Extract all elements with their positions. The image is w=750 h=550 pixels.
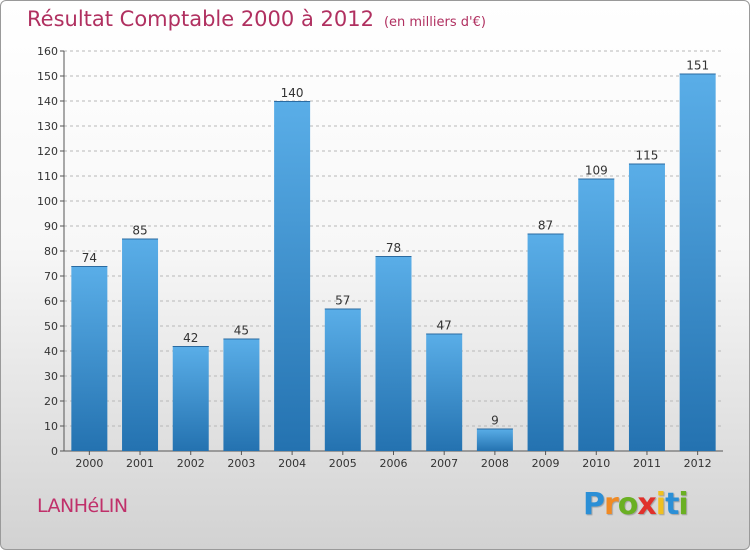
x-tick-label: 2007 <box>430 457 458 470</box>
x-tick-label: 2009 <box>532 457 560 470</box>
x-tick-label: 2001 <box>126 457 154 470</box>
logo-letter: P <box>583 487 605 522</box>
value-label: 151 <box>686 59 709 73</box>
y-tick-label: 60 <box>44 295 58 308</box>
value-label: 78 <box>386 241 401 255</box>
y-tick-label: 10 <box>44 420 58 433</box>
bar-2001 <box>122 238 159 451</box>
value-label: 47 <box>437 319 452 333</box>
bar-2010 <box>578 178 615 451</box>
chart-title: Résultat Comptable 2000 à 2012 (en millie… <box>27 7 486 31</box>
y-tick-label: 110 <box>37 170 58 183</box>
value-label: 45 <box>234 324 249 338</box>
bar-2000 <box>71 266 108 451</box>
x-tick-label: 2004 <box>278 457 306 470</box>
x-tick-label: 2000 <box>75 457 103 470</box>
chart-subtitle: (en milliers d'€) <box>383 15 486 30</box>
value-label: 9 <box>491 414 499 428</box>
bar-2006 <box>375 256 412 451</box>
bar-2012 <box>679 73 716 451</box>
y-tick-label: 90 <box>44 220 58 233</box>
logo-letter: t <box>665 487 679 522</box>
bar-2011 <box>628 163 665 451</box>
value-labels: 74 85 42 45 140 57 78 47 9 87 109 115 151 <box>82 59 709 428</box>
logo-letter: i <box>678 487 688 522</box>
value-label: 57 <box>335 294 350 308</box>
chart-title-text: Résultat Comptable 2000 à 2012 <box>27 7 374 31</box>
value-label: 42 <box>183 331 198 345</box>
logo-letter: x <box>637 487 656 522</box>
y-tick-labels: 0 10 20 30 40 50 60 70 80 90 100 110 120 130 140 150 160 <box>37 45 58 458</box>
x-tick-label: 2011 <box>633 457 661 470</box>
y-tick-label: 20 <box>44 395 58 408</box>
y-tick-label: 80 <box>44 245 58 258</box>
bar-2008 <box>476 428 513 451</box>
y-tick-label: 100 <box>37 195 58 208</box>
bar-2004 <box>274 101 311 451</box>
y-tick-label: 130 <box>37 120 58 133</box>
logo-letter: o <box>617 487 639 522</box>
value-label: 115 <box>636 149 659 163</box>
y-tick-label: 0 <box>51 445 58 458</box>
y-tick-label: 30 <box>44 370 58 383</box>
proxiti-logo: Proxiti <box>583 487 689 527</box>
bar-2002 <box>172 346 209 451</box>
x-tick-label: 2003 <box>227 457 255 470</box>
y-tick-label: 50 <box>44 320 58 333</box>
commune-name: LANHéLIN <box>37 495 128 517</box>
bar-2005 <box>324 308 361 451</box>
bars <box>71 73 716 451</box>
bar-2009 <box>527 233 564 451</box>
logo-letter: r <box>604 487 619 522</box>
x-tick-label: 2005 <box>329 457 357 470</box>
y-tick-label: 140 <box>37 95 58 108</box>
y-tick-label: 40 <box>44 345 58 358</box>
y-tick-label: 70 <box>44 270 58 283</box>
x-tick-label: 2010 <box>582 457 610 470</box>
value-label: 74 <box>82 251 97 265</box>
bar-2003 <box>223 338 260 451</box>
x-tick-label: 2006 <box>380 457 408 470</box>
y-tick-label: 120 <box>37 145 58 158</box>
y-tick-label: 150 <box>37 70 58 83</box>
value-label: 140 <box>281 86 304 100</box>
bar-2007 <box>426 333 463 451</box>
x-tick-label: 2008 <box>481 457 509 470</box>
value-label: 87 <box>538 219 553 233</box>
value-label: 109 <box>585 164 608 178</box>
y-tick-label: 160 <box>37 45 58 58</box>
value-label: 85 <box>132 224 147 238</box>
x-tick-label: 2012 <box>684 457 712 470</box>
logo-letter: i <box>655 487 666 522</box>
x-tick-label: 2002 <box>177 457 205 470</box>
x-tick-labels: 2000 2001 2002 2003 2004 2005 2006 2007 2008 2009… <box>75 451 712 470</box>
